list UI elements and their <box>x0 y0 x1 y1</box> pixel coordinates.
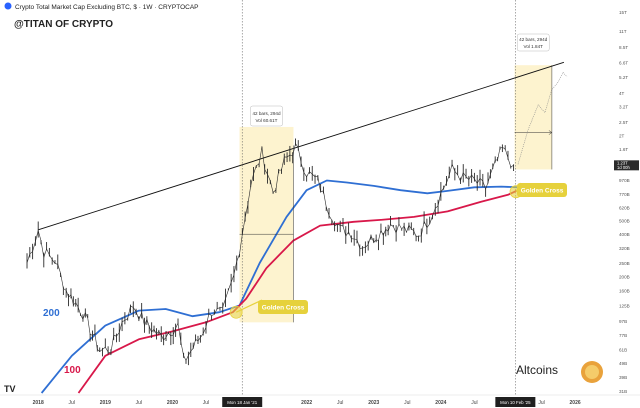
measure-label-box <box>250 105 283 127</box>
x-tick-label: 2024 <box>435 400 446 406</box>
x-tick-label: Jul <box>203 400 209 406</box>
tradingview-logo-icon: TV <box>4 384 16 394</box>
annotation-layer: 42 bars, 294d Vol 60.61T 42 bars, 294d Vol … <box>229 33 568 323</box>
current-price-text: 1.23T <box>617 160 628 165</box>
x-tick-label: 2019 <box>100 400 111 406</box>
price-line <box>26 142 514 362</box>
y-tick-label: 97B <box>619 319 627 324</box>
y-tick-label: 5.2T <box>619 75 628 80</box>
y-axis: 15T 11T 8.5T 6.6T 5.2T 4T 3.2T 2.5T 2T 1.6T 970B 77… <box>613 0 640 395</box>
golden-cross-callout <box>258 300 308 314</box>
golden-cross-text: Golden Cross <box>521 188 564 195</box>
date-marker-text: Mon 18 Jan '21 <box>227 400 257 405</box>
golden-cross-callout <box>517 183 567 197</box>
watermark-text: @TITAN OF CRYPTO <box>14 19 113 30</box>
x-tick-label: 2020 <box>167 400 178 406</box>
measure-label-text: 42 bars, 294d <box>252 111 281 116</box>
chart-footer: Altcoins TV <box>4 361 603 394</box>
projection-zone <box>514 65 552 170</box>
trendline-layer <box>38 61 565 231</box>
y-tick-label: 250B <box>619 261 630 266</box>
x-tick-label: Jul <box>337 400 343 406</box>
y-tick-label: 49B <box>619 361 627 366</box>
x-tick-label: Jul <box>404 400 410 406</box>
projection-label-box <box>517 33 550 52</box>
y-tick-label: 39B <box>619 375 627 380</box>
y-tick-label: 320B <box>619 246 630 251</box>
ma-200-line <box>40 179 519 394</box>
date-marker-badge <box>222 397 263 407</box>
x-axis: 2018 Jul 2019 Jul 2020 Jul 2022 Jul 2023 Jul 2024 J… <box>0 394 640 407</box>
series-label-100: 100 <box>64 365 81 376</box>
y-tick-label: 77B <box>619 333 627 338</box>
symbol-logo-icon <box>4 2 12 10</box>
projection-label-text: Vol 1.84T <box>524 44 544 49</box>
resistance-trendline <box>38 61 565 231</box>
y-tick-label: 970B <box>619 178 630 183</box>
y-tick-label: 400B <box>619 232 630 237</box>
y-tick-label: 2.5T <box>619 120 628 125</box>
y-tick-label: 15T <box>619 10 627 15</box>
golden-cross-connector <box>235 299 263 313</box>
y-tick-label: 160B <box>619 288 630 293</box>
projected-path <box>517 71 568 165</box>
y-tick-label: 500B <box>619 219 630 224</box>
y-tick-label: 4T <box>619 91 625 96</box>
x-tick-label: 2018 <box>33 400 44 406</box>
x-tick-label: 2022 <box>301 400 312 406</box>
chart-title: Crypto Total Market Cap Excluding BTC, $… <box>15 4 199 11</box>
projection-label-text: 42 bars, 294d <box>519 37 548 42</box>
y-tick-label: 3.2T <box>619 105 628 110</box>
y-tick-label: 770B <box>619 192 630 197</box>
measure-label-text: Vol 60.61T <box>256 118 278 123</box>
golden-cross-text: Golden Cross <box>262 305 305 312</box>
y-tick-label: 1.6T <box>619 147 628 152</box>
y-tick-label: 31B <box>619 389 627 394</box>
footer-label: Altcoins <box>516 363 558 377</box>
chart-header: Crypto Total Market Cap Excluding BTC, $… <box>4 2 199 30</box>
current-price-text: 1d 00h <box>617 165 630 170</box>
y-tick-label: 8.5T <box>619 45 628 50</box>
y-tick-label: 200B <box>619 275 630 280</box>
date-marker-text: Mon 10 Feb '25 <box>500 400 531 405</box>
x-tick-label: 2026 <box>570 400 581 406</box>
series-label-200: 200 <box>43 308 60 319</box>
x-tick-label: Jul <box>136 400 142 406</box>
measure-zone-2021 <box>239 126 294 323</box>
x-tick-label: 2023 <box>368 400 379 406</box>
y-tick-label: 125B <box>619 304 630 309</box>
x-tick-label: Jul <box>69 400 75 406</box>
y-tick-label: 620B <box>619 205 630 210</box>
y-tick-label: 11T <box>619 29 627 34</box>
y-tick-label: 2T <box>619 134 625 139</box>
x-tick-label: Jul <box>538 400 544 406</box>
x-tick-label: Jul <box>471 400 477 406</box>
current-price-badge <box>614 160 639 171</box>
price-layer <box>26 138 515 366</box>
y-tick-label: 61B <box>619 347 627 352</box>
y-tick-label: 6.6T <box>619 60 628 65</box>
date-marker-badge <box>495 397 536 407</box>
